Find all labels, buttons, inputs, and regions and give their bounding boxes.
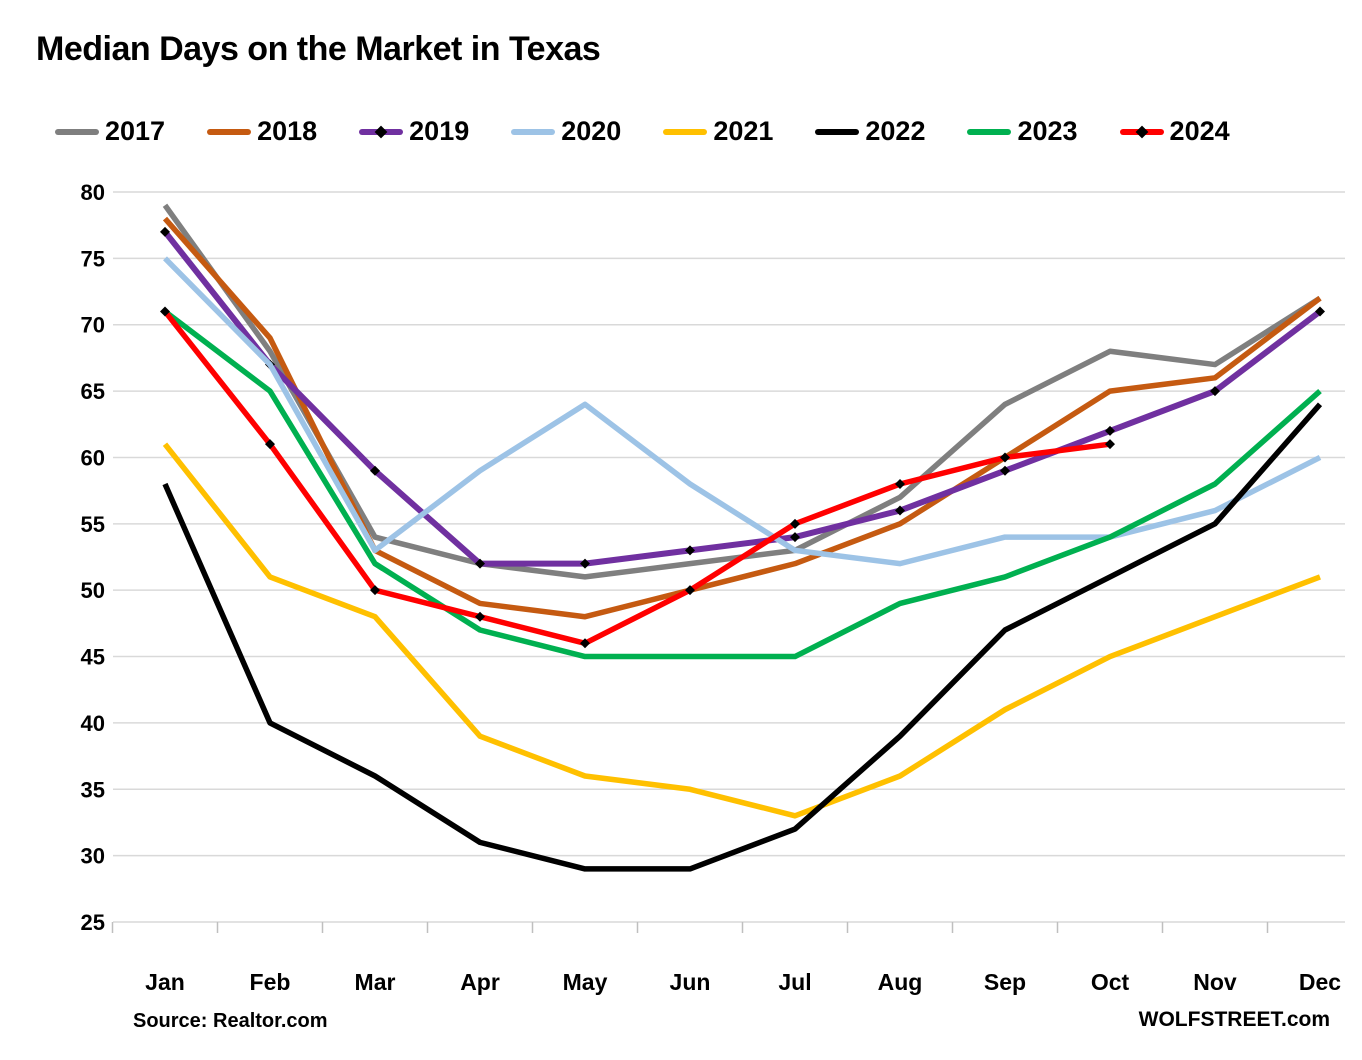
y-tick-label: 40 xyxy=(81,711,105,736)
legend-label: 2019 xyxy=(409,116,470,146)
data-point-diamond xyxy=(895,479,905,489)
gridlines xyxy=(113,191,1345,923)
x-tick-label: Jul xyxy=(778,969,811,995)
y-tick-label: 75 xyxy=(81,246,105,271)
legend-item-2022: 2022 xyxy=(815,116,925,147)
data-point-diamond xyxy=(580,638,590,649)
data-point-diamond xyxy=(1210,386,1220,397)
series-line-2020 xyxy=(163,256,1322,567)
legend-item-2020: 2020 xyxy=(511,116,621,147)
x-tick-label: May xyxy=(563,969,608,995)
data-point-diamond xyxy=(475,611,485,622)
data-point-diamond xyxy=(475,558,485,569)
x-tick-label: Nov xyxy=(1193,969,1237,995)
legend-swatch-2020 xyxy=(511,128,556,135)
data-point-diamond xyxy=(1000,465,1010,476)
chart-legend: 2017 2018 2019 2020 2021 2022 2023 2024 xyxy=(55,116,1355,147)
x-tick-label: Aug xyxy=(878,969,923,995)
y-tick-label: 50 xyxy=(81,578,105,603)
series-line-2021 xyxy=(162,442,1321,819)
legend-item-2021: 2021 xyxy=(663,116,773,147)
legend-item-2024: 2024 xyxy=(1119,116,1230,147)
data-point-diamond xyxy=(370,585,380,596)
legend-swatch-2017 xyxy=(55,128,99,135)
source-attribution: Source: Realtor.com xyxy=(133,1010,328,1032)
data-point-diamond xyxy=(1105,425,1115,436)
chart-title: Median Days on the Market in Texas xyxy=(36,30,601,68)
data-point-diamond xyxy=(685,585,695,596)
x-tick-label: Mar xyxy=(355,969,396,995)
y-tick-label: 70 xyxy=(81,313,105,338)
series-markers-2024 xyxy=(160,306,1115,649)
y-tick-label: 30 xyxy=(81,844,105,869)
legend-item-2019: 2019 xyxy=(359,116,469,147)
legend-label: 2024 xyxy=(1169,116,1230,146)
legend-item-2023: 2023 xyxy=(967,116,1078,147)
legend-swatch-2024 xyxy=(1119,125,1164,138)
data-point-diamond xyxy=(160,226,170,237)
y-tick-label: 25 xyxy=(81,910,105,935)
y-tick-label: 80 xyxy=(81,180,105,205)
y-tick-label: 45 xyxy=(81,645,105,670)
legend-label: 2022 xyxy=(865,116,926,146)
x-tick-label: Jun xyxy=(670,969,711,995)
x-tick-label: Jan xyxy=(145,969,185,995)
legend-swatch-2023 xyxy=(967,128,1012,135)
legend-swatch-2018 xyxy=(207,128,252,135)
series-line-2022 xyxy=(162,402,1323,872)
legend-label: 2018 xyxy=(257,116,318,146)
legend-swatch-2022 xyxy=(815,128,860,135)
series-line-2019 xyxy=(162,229,1322,567)
data-point-diamond xyxy=(1105,439,1115,450)
x-tick-label: Sep xyxy=(984,969,1026,995)
y-tick-label: 55 xyxy=(81,512,105,537)
y-tick-label: 35 xyxy=(81,777,105,802)
legend-label: 2017 xyxy=(105,116,166,146)
series-line-2023 xyxy=(163,309,1322,660)
data-point-diamond xyxy=(160,306,170,317)
x-axis-ticks xyxy=(111,922,1269,933)
data-point-diamond xyxy=(895,505,905,516)
legend-label: 2020 xyxy=(561,116,622,146)
data-point-diamond xyxy=(685,545,695,556)
data-point-diamond xyxy=(1000,452,1010,463)
y-tick-label: 60 xyxy=(81,445,105,470)
series-markers-2019 xyxy=(160,226,1325,569)
data-point-diamond xyxy=(370,465,380,476)
legend-swatch-2019 xyxy=(359,125,404,138)
legend-label: 2021 xyxy=(713,116,774,146)
data-point-diamond xyxy=(265,439,275,450)
data-point-diamond xyxy=(790,532,800,543)
x-tick-label: Feb xyxy=(250,969,291,995)
data-point-diamond xyxy=(1315,306,1325,317)
x-axis-labels: Jan Feb Mar Apr May Jun Jul Aug Sep Oct Nov Dec xyxy=(145,969,1341,995)
data-point-diamond xyxy=(790,518,800,529)
series-line-2024 xyxy=(162,309,1111,647)
legend-item-2018: 2018 xyxy=(207,116,317,147)
y-tick-label: 65 xyxy=(81,379,105,404)
legend-label: 2023 xyxy=(1017,116,1078,146)
x-tick-label: Dec xyxy=(1299,969,1341,995)
y-axis-labels: 80 75 70 65 60 55 50 45 40 35 30 25 xyxy=(81,180,105,935)
data-point-diamond xyxy=(580,558,590,569)
site-watermark: WOLFSTREET.com xyxy=(1138,1008,1330,1031)
x-tick-label: Apr xyxy=(460,969,500,995)
x-tick-label: Oct xyxy=(1091,969,1130,995)
legend-swatch-2021 xyxy=(663,128,708,135)
legend-item-2017: 2017 xyxy=(55,116,165,147)
